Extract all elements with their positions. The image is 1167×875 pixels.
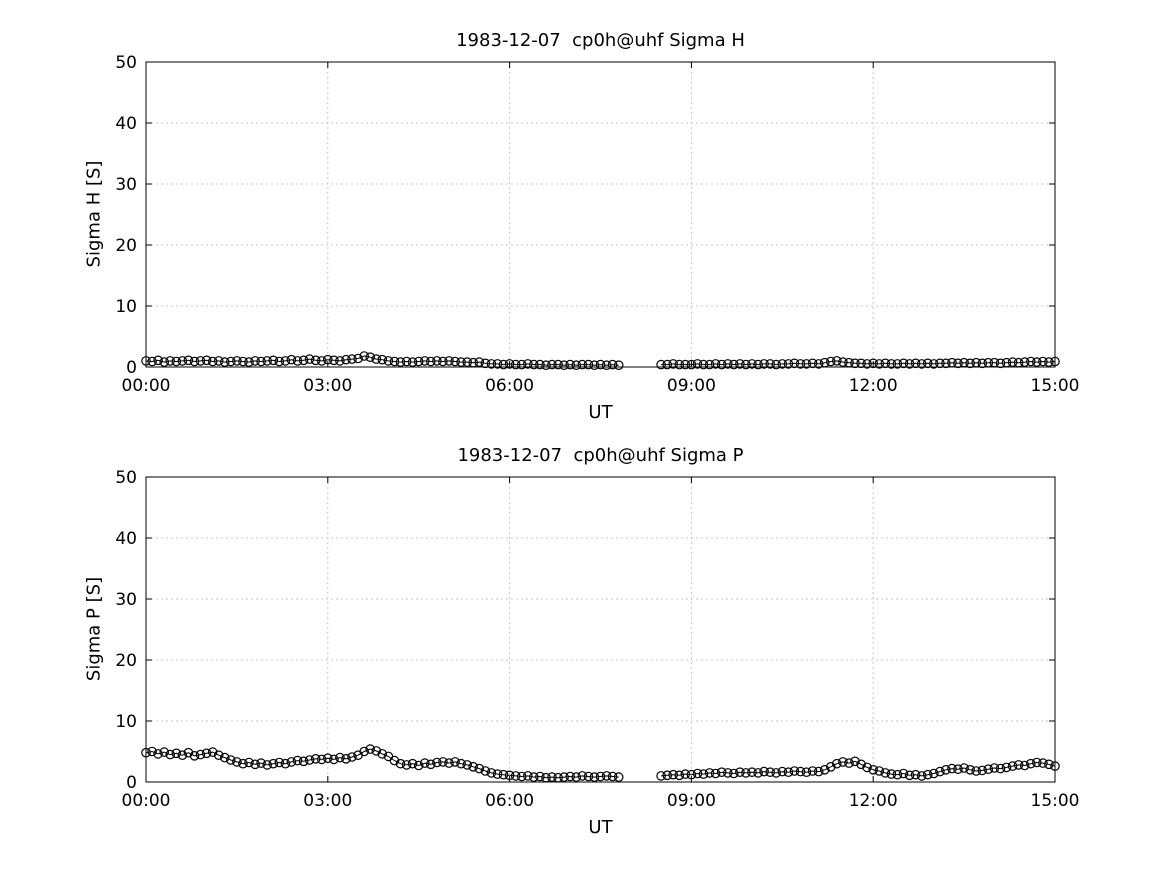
svg-text:12:00: 12:00 [849, 376, 898, 396]
y-tick-labels: 0 10 20 30 40 50 [115, 468, 137, 793]
data-line [145, 748, 1056, 779]
x-axis-label-sigma-p: UT [588, 817, 613, 838]
svg-text:09:00: 09:00 [667, 376, 716, 396]
svg-text:40: 40 [115, 114, 137, 134]
plot-canvas-sigma-h: 00:00 03:00 06:00 09:00 12:00 15:00 0 10 20 30 40 5… [115, 53, 1080, 396]
y-tick-labels: 0 10 20 30 40 50 [115, 53, 137, 378]
svg-text:10: 10 [115, 297, 137, 317]
tick-marks [145, 476, 1056, 783]
grid-lines [146, 477, 1055, 782]
svg-text:30: 30 [115, 590, 137, 610]
axes-box [145, 476, 1056, 783]
data-markers [141, 744, 1060, 783]
svg-text:10: 10 [115, 712, 137, 732]
x-tick-labels: 00:00 03:00 06:00 09:00 12:00 15:00 [122, 376, 1080, 396]
x-tick-labels: 00:00 03:00 06:00 09:00 12:00 15:00 [122, 791, 1080, 811]
svg-text:0: 0 [126, 773, 137, 793]
svg-text:30: 30 [115, 175, 137, 195]
svg-text:20: 20 [115, 236, 137, 256]
x-axis-label-sigma-h: UT [588, 402, 613, 423]
svg-text:12:00: 12:00 [849, 791, 898, 811]
svg-text:50: 50 [115, 468, 137, 488]
svg-text:00:00: 00:00 [122, 376, 171, 396]
svg-text:06:00: 06:00 [485, 791, 534, 811]
svg-text:06:00: 06:00 [485, 376, 534, 396]
svg-text:09:00: 09:00 [667, 791, 716, 811]
figure-sigma-h: 1983-12-07 cp0h@uhf Sigma H Sigma H [S] … [0, 0, 1167, 437]
svg-text:50: 50 [115, 53, 137, 73]
svg-text:03:00: 03:00 [303, 376, 352, 396]
svg-text:15:00: 15:00 [1031, 791, 1080, 811]
tick-marks [145, 61, 1056, 368]
plot-canvas-sigma-p: 00:00 03:00 06:00 09:00 12:00 15:00 0 10 20 30 40 5… [115, 468, 1080, 811]
svg-text:03:00: 03:00 [303, 791, 352, 811]
svg-text:15:00: 15:00 [1031, 376, 1080, 396]
plot-title-sigma-h: 1983-12-07 cp0h@uhf Sigma H [456, 30, 745, 51]
axes-box [145, 61, 1056, 368]
grid-lines [146, 62, 1055, 367]
data-line [145, 355, 1056, 366]
svg-text:00:00: 00:00 [122, 791, 171, 811]
svg-text:40: 40 [115, 529, 137, 549]
plot-title-sigma-p: 1983-12-07 cp0h@uhf Sigma P [457, 445, 744, 466]
svg-text:20: 20 [115, 651, 137, 671]
figure-sigma-p: 1983-12-07 cp0h@uhf Sigma P Sigma P [S] … [0, 415, 1167, 852]
svg-text:0: 0 [126, 358, 137, 378]
